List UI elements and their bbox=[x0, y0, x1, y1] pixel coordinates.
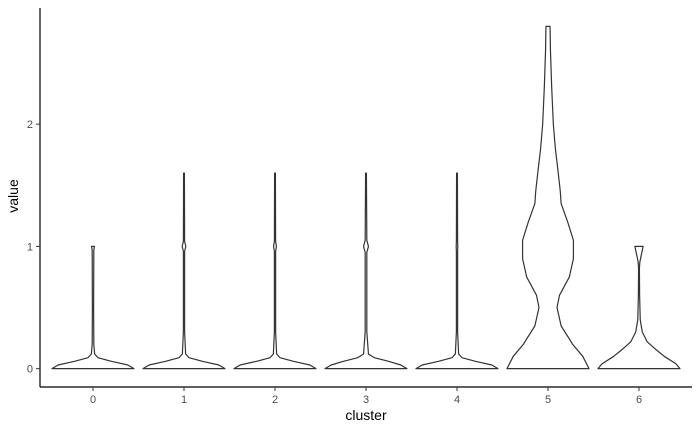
x-tick-label: 3 bbox=[363, 394, 369, 406]
violin-cluster-6 bbox=[597, 245, 681, 370]
axes-group: 0 1 2 0 1 2 3 4 5 6 bbox=[27, 8, 692, 406]
violin-cluster-2 bbox=[233, 172, 317, 370]
x-tick-label: 4 bbox=[454, 394, 460, 406]
y-tick-label: 0 bbox=[27, 364, 33, 376]
y-tick-label: 2 bbox=[27, 119, 33, 131]
x-axis-title: cluster bbox=[345, 407, 387, 423]
x-tick-label: 2 bbox=[272, 394, 278, 406]
x-tick-label: 1 bbox=[181, 394, 187, 406]
y-axis-title: value bbox=[5, 179, 21, 213]
violin-cluster-0 bbox=[51, 245, 135, 370]
violin-cluster-4 bbox=[415, 172, 499, 370]
x-tick-label: 6 bbox=[636, 394, 642, 406]
violin-cluster-3 bbox=[324, 172, 408, 370]
x-tick-label: 5 bbox=[545, 394, 551, 406]
violin-cluster-1 bbox=[142, 172, 226, 370]
x-tick-label: 0 bbox=[90, 394, 96, 406]
y-tick-label: 1 bbox=[27, 241, 33, 253]
violin-cluster-5 bbox=[506, 25, 590, 370]
violins-group bbox=[51, 25, 681, 370]
